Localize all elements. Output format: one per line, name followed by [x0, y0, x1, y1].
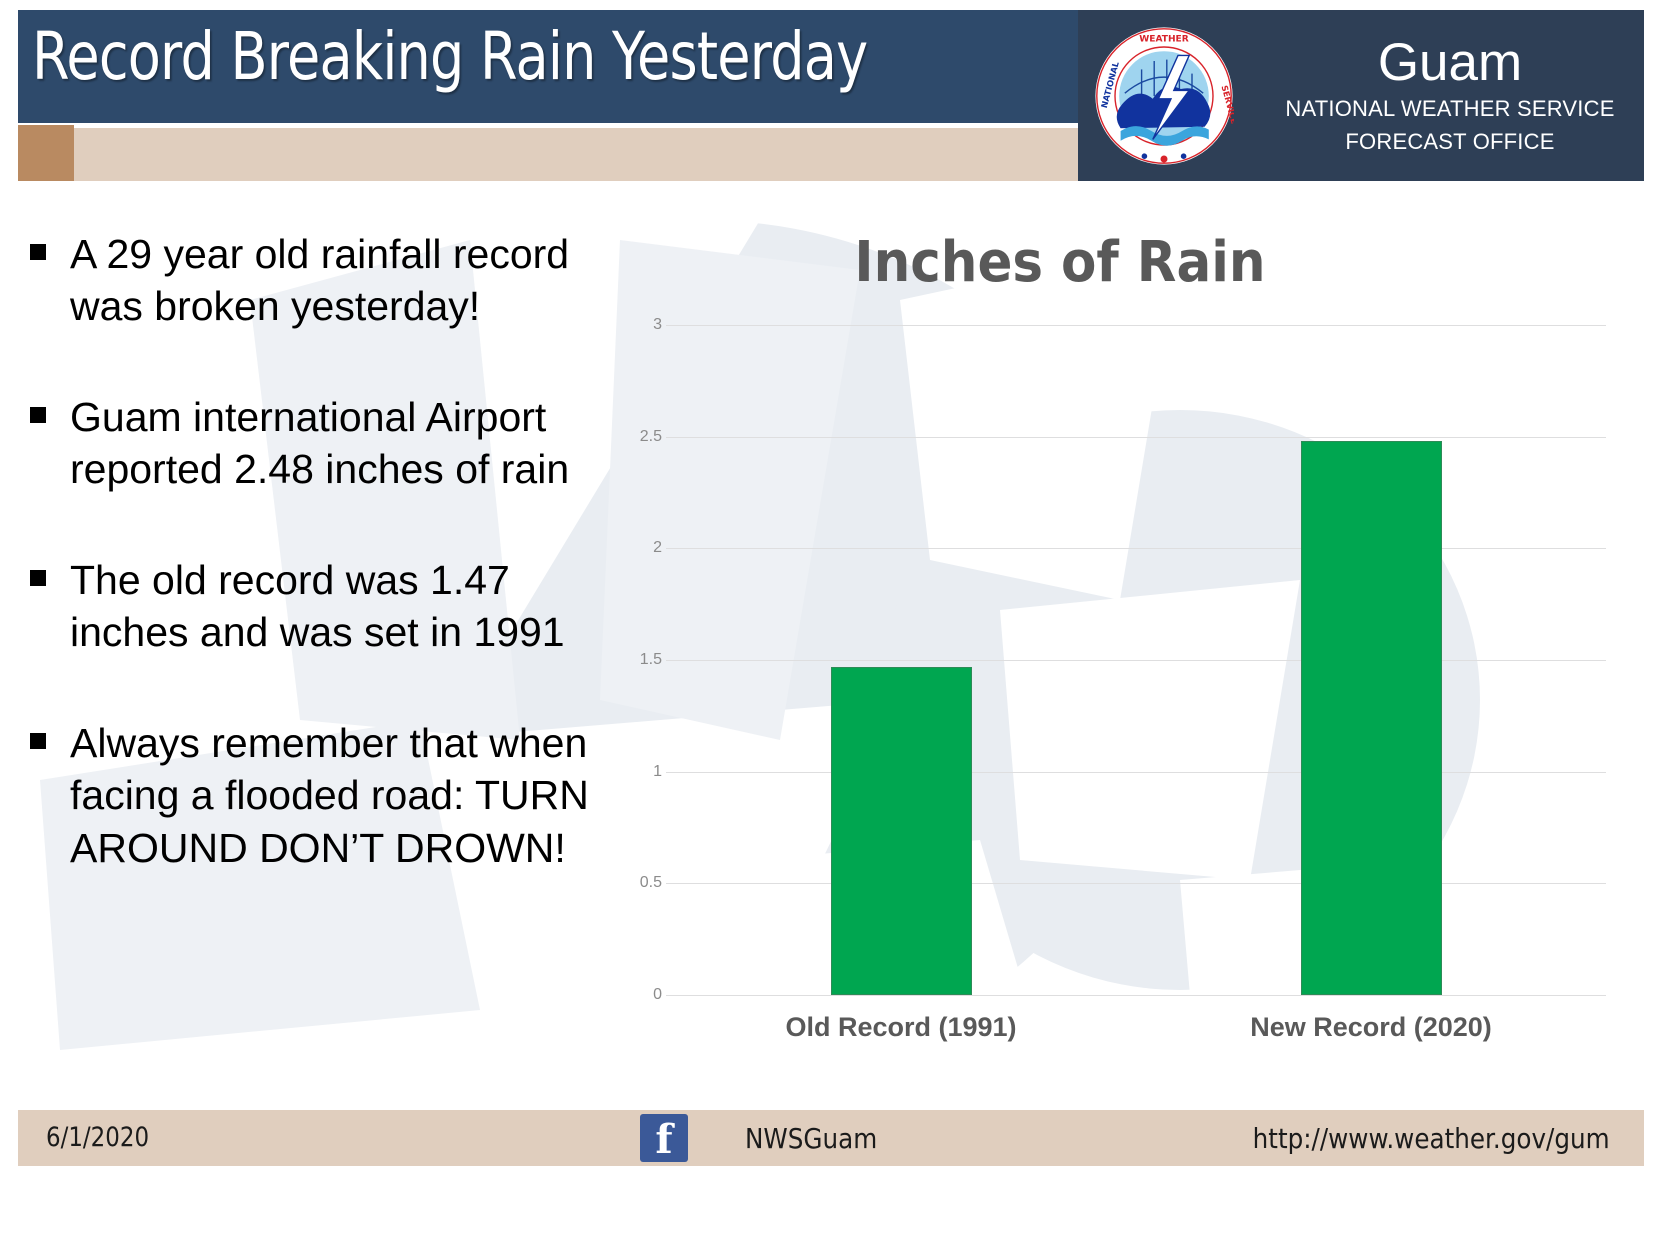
- chart-gridline: [666, 660, 1606, 661]
- rainfall-bar-chart: Inches of Rain 3 2.5 2 1.5 1 0.5 0 Old Record …: [610, 230, 1650, 1090]
- accent-block: [18, 125, 74, 181]
- chart-y-tick-label: 3: [653, 316, 662, 333]
- facebook-glyph: f: [655, 1116, 673, 1163]
- office-name: Guam: [1377, 32, 1523, 92]
- list-item: A 29 year old rainfall record was broken…: [30, 228, 608, 333]
- footer-date: 6/1/2020: [46, 1122, 150, 1153]
- chart-gridline: [666, 325, 1606, 326]
- list-item: Always remember that when facing a flood…: [30, 717, 608, 874]
- chart-x-tick-label: New Record (2020): [1250, 1012, 1492, 1042]
- list-item: Guam international Airport reported 2.48…: [30, 391, 608, 496]
- accent-bar: [74, 128, 1078, 181]
- bullet-text: Always remember that when facing a flood…: [70, 719, 589, 871]
- chart-x-tick-label: Old Record (1991): [785, 1012, 1017, 1042]
- svg-text:WEATHER: WEATHER: [1139, 34, 1189, 44]
- bullet-text: Guam international Airport reported 2.48…: [70, 393, 570, 493]
- chart-y-tick-label: 1: [653, 762, 662, 780]
- chart-title: Inches of Rain: [854, 230, 1266, 295]
- bullet-square-icon: [30, 732, 46, 749]
- nws-seal-icon: WEATHER NATIONAL SERVICE: [1095, 26, 1234, 165]
- chart-y-tick-label: 2.5: [639, 427, 662, 445]
- chart-y-tick-label: 0: [653, 986, 662, 1003]
- chart-gridline: [666, 883, 1606, 885]
- chart-gridline: [666, 771, 1606, 773]
- agency-line-1: NATIONAL WEATHER SERVICE: [1285, 95, 1615, 121]
- bullet-square-icon: [30, 244, 46, 260]
- chart-gridline: [666, 995, 1606, 996]
- list-item: The old record was 1.47 inches and was s…: [30, 554, 608, 659]
- chart-plot-area: 3 2.5 2 1.5 1 0.5 0: [640, 316, 1606, 1003]
- footer-url[interactable]: http://www.weather.gov/gum: [1253, 1122, 1610, 1155]
- bullet-text: The old record was 1.47 inches and was s…: [70, 556, 565, 656]
- agency-line-2: FORECAST OFFICE: [1345, 129, 1555, 154]
- bullet-text: A 29 year old rainfall record was broken…: [70, 231, 570, 330]
- chart-y-tick-label: 2: [653, 539, 662, 557]
- chart-bar: [830, 666, 972, 995]
- chart-y-tick-label: 1.5: [639, 651, 662, 668]
- bullet-list: A 29 year old rainfall record was broken…: [30, 228, 608, 932]
- chart-bar: [1300, 441, 1442, 995]
- page-title: Record Breaking Rain Yesterday: [32, 18, 868, 95]
- title-band: [18, 10, 1078, 123]
- chart-y-tick-label: 0.5: [639, 874, 662, 892]
- footer-bar: [18, 1110, 1644, 1166]
- bullet-square-icon: [30, 406, 46, 423]
- logo-panel: WEATHER NATIONAL SERVICE Guam NATIONAL W…: [1078, 10, 1644, 181]
- chart-x-axis-labels: Old Record (1991) New Record (2020): [666, 1012, 1606, 1043]
- chart-gridline: [666, 548, 1606, 550]
- facebook-icon[interactable]: f: [640, 1114, 688, 1163]
- logo-text-block: Guam NATIONAL WEATHER SERVICE FORECAST O…: [1256, 36, 1644, 156]
- footer-social-handle: NWSGuam: [745, 1122, 878, 1155]
- chart-gridline: [666, 436, 1606, 438]
- bullet-square-icon: [30, 569, 46, 586]
